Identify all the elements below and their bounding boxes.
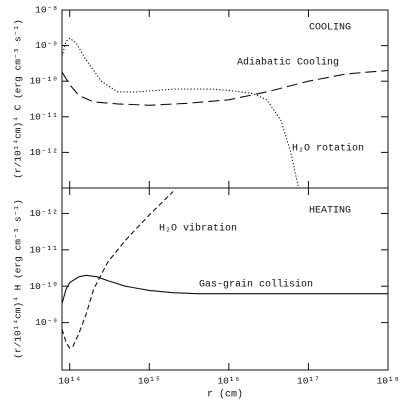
panel-label: COOLING xyxy=(309,23,351,34)
series-line xyxy=(61,191,174,349)
y-tick-label: 10⁻¹² xyxy=(29,208,58,219)
y-tick-label: 10⁻¹¹ xyxy=(29,111,58,122)
series-line xyxy=(61,69,389,106)
plot-frame xyxy=(61,187,389,371)
x-tick-label: 10¹⁶ xyxy=(217,376,240,387)
y-tick-label: 10⁻¹⁰ xyxy=(29,281,58,292)
y-tick-label: 10⁻⁹ xyxy=(35,317,58,328)
x-tick-label: 10¹⁴ xyxy=(58,376,81,387)
y-tick-label: 10⁻¹⁰ xyxy=(29,76,58,87)
y-axis-label: (r/10¹⁴cm)⁴ H (erg cm⁻³ s⁻¹) xyxy=(13,199,24,359)
panel-label: HEATING xyxy=(309,206,351,217)
y-tick-label: 10⁻¹² xyxy=(29,147,58,158)
series-label: Adiabatic Cooling xyxy=(237,57,339,69)
y-tick-label: 10⁻⁸ xyxy=(35,5,58,16)
series-line xyxy=(61,274,388,304)
plot-frame xyxy=(61,9,389,189)
series-label: H₂O rotation xyxy=(292,143,364,155)
x-tick-label: 10¹⁸ xyxy=(377,376,400,387)
y-tick-label: 10⁻¹¹ xyxy=(29,244,58,255)
series-label: Gas-grain collision xyxy=(199,279,313,291)
y-axis-label: (r/10¹⁴cm)⁴ C (erg cm⁻³ s⁻¹) xyxy=(13,19,24,179)
series-label: H₂O vibration xyxy=(159,223,237,235)
x-tick-label: 10¹⁵ xyxy=(138,376,161,387)
y-tick-label: 10⁻⁹ xyxy=(35,40,58,51)
x-axis-label: r (cm) xyxy=(207,389,243,401)
x-tick-label: 10¹⁷ xyxy=(297,376,320,387)
